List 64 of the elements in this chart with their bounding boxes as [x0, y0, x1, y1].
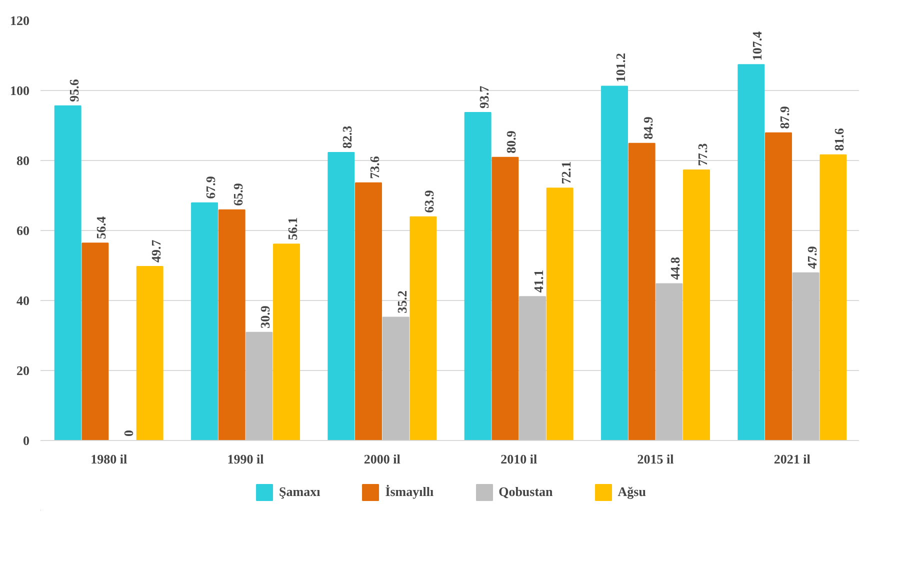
- data-label: 80.9: [504, 130, 519, 154]
- y-tick-label: 40: [16, 293, 30, 308]
- x-tick-label: 2000 il: [364, 452, 401, 466]
- bar: [191, 202, 218, 440]
- bar: [246, 332, 273, 440]
- data-label: 35.2: [394, 290, 410, 314]
- data-label: 63.9: [422, 190, 437, 213]
- x-tick-label: 2021 il: [774, 452, 811, 466]
- bar: [218, 209, 246, 440]
- bar: [464, 112, 492, 440]
- bar: [765, 132, 792, 440]
- data-label: 95.6: [66, 78, 82, 102]
- data-label: 65.9: [230, 182, 246, 206]
- data-label: 56.1: [285, 217, 300, 240]
- data-label: 47.9: [804, 246, 820, 269]
- data-label: 0: [121, 430, 136, 436]
- bar: [410, 216, 437, 440]
- bar: [82, 242, 109, 440]
- data-label: 82.3: [340, 125, 355, 148]
- y-tick-label: 100: [10, 83, 30, 98]
- y-tick-label: 0: [23, 433, 30, 448]
- bar: [382, 316, 410, 440]
- data-label: 107.4: [750, 30, 765, 61]
- bar: [656, 283, 683, 440]
- x-tick-label: 2015 il: [637, 452, 674, 466]
- data-label: 44.8: [668, 256, 683, 280]
- bar: [328, 152, 355, 440]
- x-tick-label: 2010 il: [500, 452, 538, 466]
- data-label: 81.6: [832, 128, 847, 151]
- data-label: 73.6: [367, 156, 382, 179]
- bar: [683, 169, 710, 440]
- bar: [546, 188, 574, 440]
- bar: [519, 296, 546, 440]
- legend-label: İsmayıllı: [385, 484, 434, 500]
- x-tick-label: 1980 il: [90, 452, 128, 466]
- y-tick-label: 120: [10, 13, 30, 28]
- y-tick-label: 20: [16, 363, 30, 378]
- legend-label: Şamaxı: [279, 484, 320, 500]
- bar: [54, 105, 82, 440]
- data-label: 30.9: [258, 305, 273, 328]
- data-label: 93.7: [476, 85, 492, 109]
- data-label: 49.7: [148, 239, 164, 263]
- data-label: 101.2: [613, 53, 628, 82]
- bar: [136, 266, 164, 440]
- data-label: 41.1: [531, 270, 546, 293]
- data-label: 67.9: [203, 176, 218, 199]
- legend-label: Ağsu: [618, 484, 646, 500]
- data-label: 87.9: [777, 106, 792, 129]
- x-tick-label: 1990 il: [227, 452, 264, 466]
- bar: [492, 156, 519, 440]
- bar: [738, 64, 765, 440]
- bar: [628, 142, 656, 440]
- y-tick-label: 60: [16, 223, 30, 238]
- data-label: 56.4: [94, 216, 109, 240]
- bar: [792, 272, 820, 440]
- legend-label: Qobustan: [498, 484, 553, 500]
- y-tick-label: 80: [16, 153, 30, 168]
- data-label: 72.1: [558, 161, 574, 184]
- bar: [273, 244, 300, 440]
- bar: [820, 154, 847, 440]
- data-label: 84.9: [640, 116, 656, 140]
- bar: [355, 182, 382, 440]
- bar: [601, 86, 628, 440]
- data-label: 77.3: [695, 142, 710, 166]
